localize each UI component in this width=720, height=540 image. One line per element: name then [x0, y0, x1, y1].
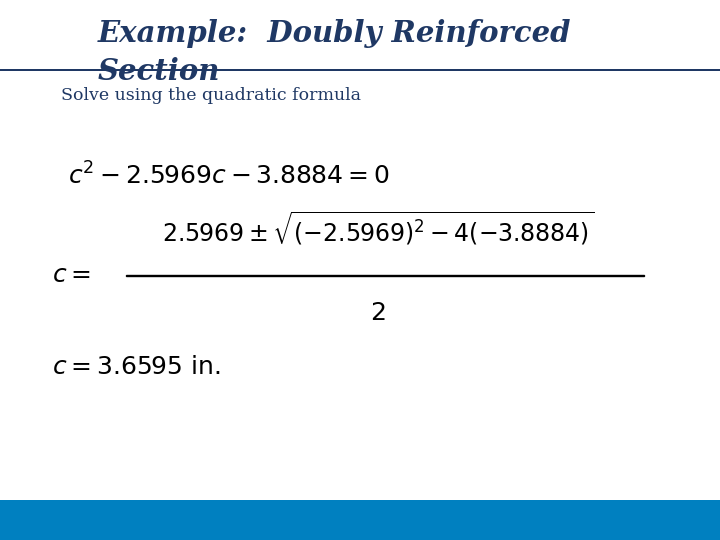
- Bar: [0, 500, 720, 540]
- Bar: [0, 69, 720, 71]
- Text: $2.5969 \pm \sqrt{(-2.5969)^{2} - 4(-3.8884)}$: $2.5969 \pm \sqrt{(-2.5969)^{2} - 4(-3.8…: [162, 210, 594, 248]
- Text: Solve using the quadratic formula: Solve using the quadratic formula: [61, 87, 361, 104]
- Text: $c^{2} - 2.5969c - 3.8884 = 0$: $c^{2} - 2.5969c - 3.8884 = 0$: [68, 162, 390, 189]
- Text: $c =$: $c =$: [52, 264, 91, 287]
- Text: $c = 3.6595\ \mathrm{in.}$: $c = 3.6595\ \mathrm{in.}$: [52, 356, 220, 380]
- FancyArrow shape: [126, 275, 644, 276]
- Text: $2$: $2$: [370, 302, 386, 326]
- Text: Section: Section: [97, 57, 220, 86]
- Text: Example:  Doubly Reinforced: Example: Doubly Reinforced: [97, 19, 571, 48]
